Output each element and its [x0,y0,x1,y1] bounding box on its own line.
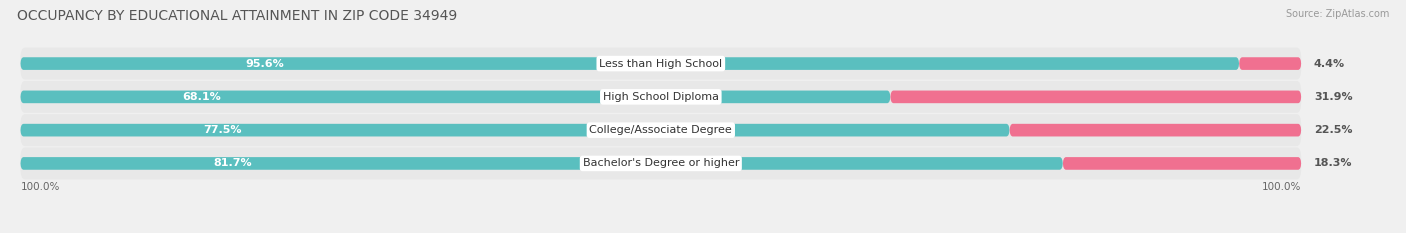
FancyBboxPatch shape [1239,57,1301,70]
FancyBboxPatch shape [21,157,1063,170]
Text: 100.0%: 100.0% [1261,182,1301,192]
Text: 81.7%: 81.7% [214,158,252,168]
Text: 4.4%: 4.4% [1315,58,1346,69]
Text: 18.3%: 18.3% [1315,158,1353,168]
Text: College/Associate Degree: College/Associate Degree [589,125,733,135]
FancyBboxPatch shape [1010,124,1301,137]
Text: 31.9%: 31.9% [1315,92,1353,102]
Text: Less than High School: Less than High School [599,58,723,69]
Legend: Owner-occupied, Renter-occupied: Owner-occupied, Renter-occupied [541,230,780,233]
FancyBboxPatch shape [890,91,1301,103]
FancyBboxPatch shape [21,91,890,103]
FancyBboxPatch shape [21,147,1301,179]
FancyBboxPatch shape [21,114,1301,146]
Text: Source: ZipAtlas.com: Source: ZipAtlas.com [1285,9,1389,19]
Text: 22.5%: 22.5% [1315,125,1353,135]
Text: Bachelor's Degree or higher: Bachelor's Degree or higher [582,158,740,168]
Text: High School Diploma: High School Diploma [603,92,718,102]
FancyBboxPatch shape [21,48,1301,79]
Text: OCCUPANCY BY EDUCATIONAL ATTAINMENT IN ZIP CODE 34949: OCCUPANCY BY EDUCATIONAL ATTAINMENT IN Z… [17,9,457,23]
Text: 77.5%: 77.5% [204,125,242,135]
Text: 100.0%: 100.0% [21,182,60,192]
FancyBboxPatch shape [21,81,1301,113]
Text: 68.1%: 68.1% [183,92,221,102]
FancyBboxPatch shape [21,124,1010,137]
Text: 95.6%: 95.6% [245,58,284,69]
FancyBboxPatch shape [1063,157,1301,170]
FancyBboxPatch shape [21,57,1239,70]
